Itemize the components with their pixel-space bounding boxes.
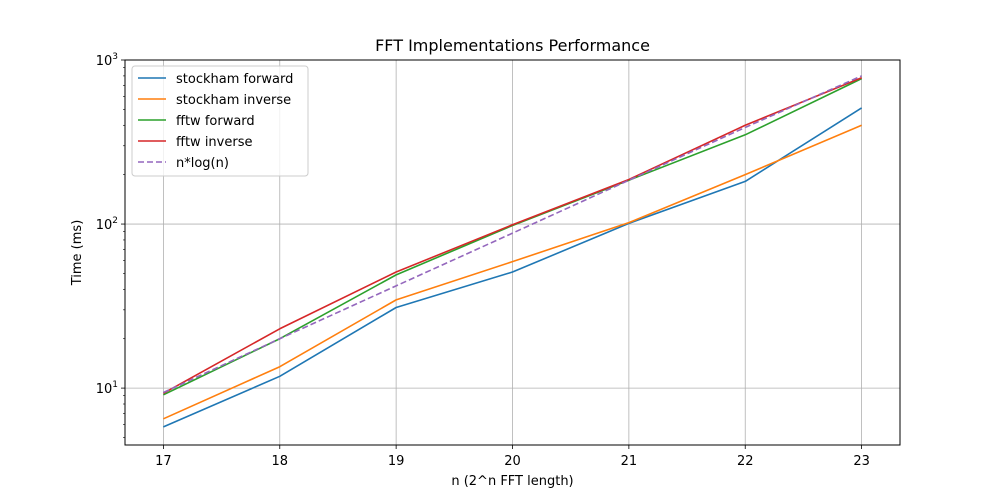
x-tick-label: 17 [155,454,172,469]
y-tick-label: 101 [96,380,118,397]
legend: stockham forward stockham inverse fftw for… [131,65,309,177]
series-line-4 [163,76,862,394]
legend-label: fftw forward [176,114,255,129]
x-tick-label: 19 [388,454,405,469]
x-tick-label: 20 [504,454,521,469]
series-line-5 [163,75,862,394]
series-line-2 [163,124,862,420]
x-tick-label: 21 [621,454,638,469]
y-tick-label: 103 [96,52,118,69]
x-tick-label: 22 [737,454,754,469]
y-axis-title: Time (ms) [70,220,85,287]
x-axis-ticks: 17 18 19 20 21 22 23 [155,445,870,469]
y-tick-label: 102 [96,216,118,233]
series-lines [163,75,863,428]
legend-box [131,65,309,177]
legend-label: fftw inverse [176,135,252,150]
legend-label: n*log(n) [176,156,229,171]
legend-label: stockham inverse [176,93,291,108]
y-axis-ticks: 101 102 103 [96,52,125,438]
legend-items: stockham forward stockham inverse fftw for… [138,72,293,171]
x-tick-label: 23 [853,454,870,469]
x-tick-label: 18 [271,454,288,469]
chart-title: FFT Implementations Performance [375,36,650,55]
legend-label: stockham forward [176,72,293,87]
series-line-1 [163,107,863,428]
x-axis-title: n (2^n FFT length) [451,474,573,489]
